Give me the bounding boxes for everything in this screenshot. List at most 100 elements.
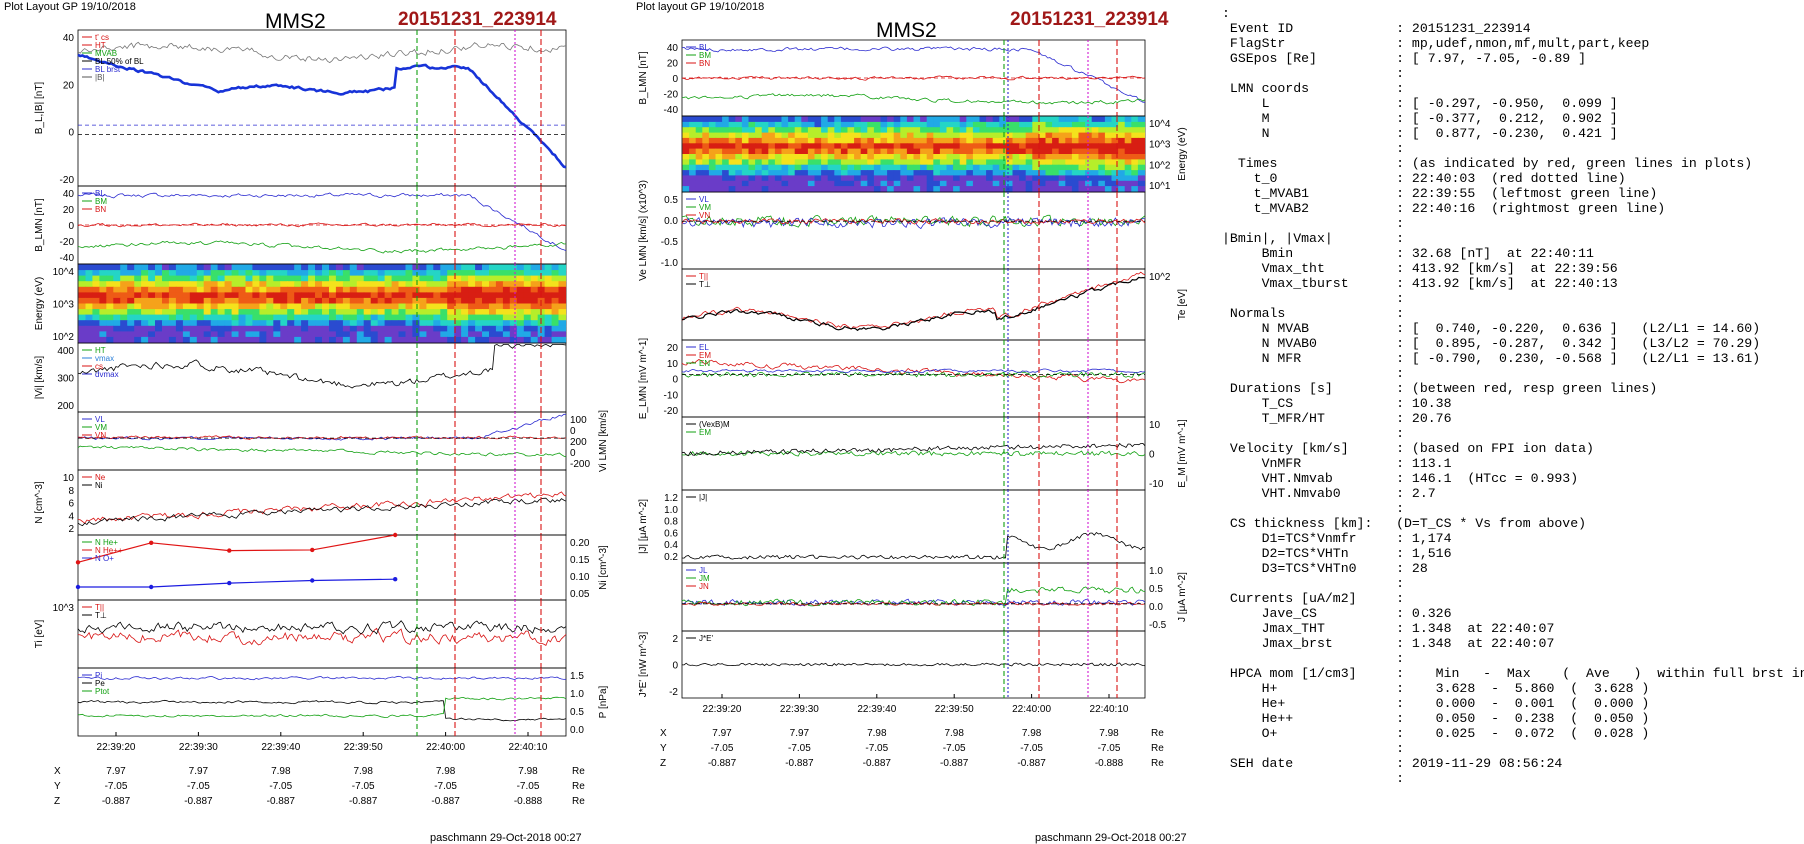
info-line: O+ : 0.025 - 0.072 ( 0.028 ) — [1261, 726, 1650, 741]
spectrogram-cell — [266, 309, 274, 316]
info-line: He++ : 0.050 - 0.238 ( 0.050 ) — [1261, 711, 1650, 726]
spectrogram-cell — [475, 320, 483, 327]
spectrogram-cell — [722, 170, 730, 177]
spectrogram-cell — [530, 331, 539, 338]
spectrogram-cell — [722, 154, 730, 160]
position-value: -7.05 — [434, 781, 457, 792]
series-line — [681, 75, 1146, 81]
spectrogram-cell — [398, 281, 407, 288]
spectrogram-cell — [162, 275, 170, 282]
spectrogram-cell — [880, 175, 888, 182]
spectrogram-cell — [127, 331, 135, 338]
spectrogram-cell — [489, 286, 497, 293]
data-point — [227, 548, 232, 553]
spectrogram-cell — [1005, 180, 1014, 187]
spectrogram-cell — [106, 270, 114, 277]
spectrogram-cell — [301, 286, 309, 293]
spectrogram-cell — [748, 175, 756, 182]
spectrogram-cell — [834, 132, 842, 139]
spectrogram-cell — [953, 170, 961, 177]
spectrogram-cell — [900, 186, 908, 193]
spectrogram-cell — [162, 270, 170, 277]
tick-label: 10 — [63, 473, 75, 484]
axis-label: B_LMN [nT] — [638, 51, 649, 105]
spectrogram-cell — [920, 164, 928, 171]
spectrogram-cell — [259, 286, 267, 293]
position-value: -0.887 — [349, 796, 378, 807]
spectrogram-cell — [148, 286, 156, 293]
spectrogram-cell — [887, 170, 895, 177]
spectrogram-cell — [301, 320, 309, 327]
spectrogram-cell — [363, 281, 372, 288]
spectrogram-cell — [794, 154, 802, 160]
spectrogram-cell — [979, 164, 987, 171]
spectrogram-cell — [162, 331, 170, 338]
spectrogram-cell — [682, 121, 690, 128]
spectrogram-cell — [1078, 121, 1086, 128]
spectrogram-cell — [1124, 154, 1132, 160]
spectrogram-cell — [728, 154, 736, 160]
spectrogram-cell — [748, 180, 756, 187]
spectrogram-cell — [1111, 180, 1119, 187]
spectrogram-cell — [85, 297, 94, 305]
time-tick-label: 22:40:10 — [509, 742, 548, 753]
spectrogram-cell — [689, 170, 697, 177]
spectrogram-cell — [794, 116, 802, 123]
spectrogram-cell — [412, 264, 420, 271]
spectrogram-cell — [999, 143, 1007, 150]
spectrogram-cell — [873, 127, 882, 134]
spectrogram-cell — [959, 164, 967, 171]
spectrogram-cell — [926, 148, 934, 155]
spectrogram-cell — [447, 264, 455, 271]
spectrogram-cell — [794, 121, 802, 128]
position-value: 7.97 — [106, 766, 126, 777]
spectrogram-cell — [1091, 121, 1099, 128]
tick-label: -20 — [664, 90, 679, 101]
spectrogram-cell — [377, 286, 386, 293]
spectrogram-cell — [1111, 154, 1119, 160]
spectrogram-cell — [1065, 132, 1073, 139]
spectrogram-cell — [788, 170, 796, 177]
spectrogram-cell — [768, 186, 776, 193]
data-point — [75, 560, 81, 565]
spectrogram-cell — [1071, 159, 1080, 166]
spectrogram-cell — [516, 303, 525, 310]
spectrogram-cell — [377, 264, 386, 271]
spectrogram-cell — [454, 331, 462, 338]
spectrogram-cell — [148, 281, 156, 288]
spectrogram-cell — [468, 336, 476, 344]
spectrogram-cell — [1012, 127, 1020, 134]
spectrogram-cell — [447, 281, 455, 288]
spectrogram-cell — [141, 320, 149, 327]
spectrogram-cell — [384, 320, 393, 327]
spectrogram-cell — [906, 170, 915, 177]
time-tick-label: 22:39:50 — [935, 704, 974, 715]
spectrogram-cell — [273, 270, 281, 277]
spectrogram-cell — [419, 297, 427, 305]
spectrogram-cell — [821, 170, 829, 177]
spectrogram-cell — [322, 325, 330, 332]
spectrogram-cell — [999, 154, 1007, 160]
spectrogram-cell — [814, 137, 822, 144]
spectrogram-cell — [426, 314, 434, 321]
spectrogram-cell — [530, 314, 539, 321]
spectrogram-cell — [1131, 132, 1139, 139]
spectrogram-cell — [530, 336, 539, 344]
spectrogram-cell — [78, 309, 87, 316]
spectrogram-cell — [854, 175, 862, 182]
tick-label: -10 — [1149, 479, 1164, 490]
spectrogram-cell — [708, 164, 717, 171]
spectrogram-cell — [781, 127, 789, 134]
spectrogram-cell — [827, 186, 835, 193]
spectrogram-cell — [906, 116, 915, 123]
spectrogram-cell — [867, 175, 875, 182]
spectrogram-cell — [814, 175, 822, 182]
spectrogram-cell — [906, 159, 915, 166]
spectrogram-cell — [1058, 186, 1066, 193]
tick-label: 10^2 — [1149, 160, 1171, 171]
spectrogram-cell — [433, 281, 441, 288]
spectrogram-cell — [807, 121, 816, 128]
spectrogram-cell — [509, 331, 518, 338]
spectrogram-cell — [398, 264, 407, 271]
spectrogram-cell — [148, 314, 156, 321]
